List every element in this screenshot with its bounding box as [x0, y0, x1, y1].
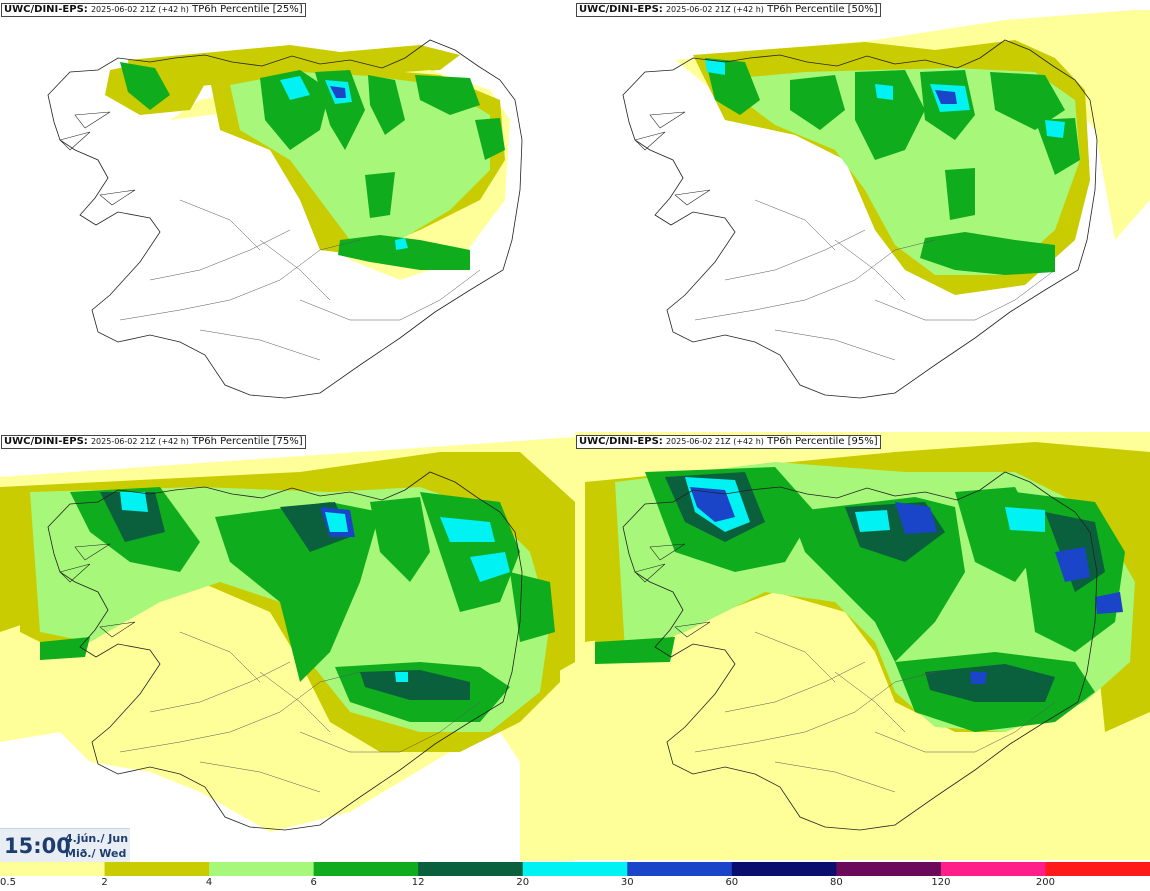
legend-colorbar [0, 862, 1150, 876]
precip-contour [440, 517, 495, 542]
panel-title: UWC/DINI-EPS: 2025-06-02 21Z (+42 h) TP6… [1, 435, 306, 449]
precip-map [575, 432, 1150, 860]
legend-label: 0.5 [0, 877, 16, 888]
precip-contour [945, 168, 975, 220]
precip-contour [705, 60, 725, 75]
precip-contour [40, 637, 90, 660]
valid-date: 4.jún./ Jun [65, 832, 129, 845]
panel-title: UWC/DINI-EPS: 2025-06-02 21Z (+42 h) TP6… [576, 435, 881, 449]
precip-contour [1005, 507, 1045, 532]
legend-label: 12 [411, 877, 425, 888]
precip-contour [370, 497, 430, 582]
precip-contour [120, 492, 148, 512]
legend-swatch [1045, 862, 1150, 876]
legend-label: 4 [205, 877, 213, 888]
precip-contour [1055, 547, 1090, 582]
legend-swatch [627, 862, 733, 876]
legend-swatch [209, 862, 315, 876]
legend-label: 120 [931, 877, 951, 888]
legend-swatch [836, 862, 942, 876]
precip-field [105, 45, 510, 280]
precip-contour [1035, 118, 1080, 175]
precip-contour [415, 75, 480, 115]
precip-contour [395, 672, 408, 682]
valid-time: 15:00 [4, 834, 71, 858]
precip-contour [690, 487, 735, 522]
roads [119, 199, 481, 361]
legend-swatch [522, 862, 628, 876]
coastline [622, 471, 1098, 831]
precip-contour [935, 90, 957, 104]
precip-contour [215, 502, 380, 682]
precip-contour [280, 76, 310, 100]
precip-contour [875, 84, 893, 100]
coastline [47, 471, 523, 831]
precip-contour [470, 552, 510, 582]
precip-contour [315, 70, 365, 150]
precip-contour [790, 75, 845, 130]
precip-contour [855, 70, 925, 160]
precip-field [0, 437, 575, 864]
valid-weekday: Mið./ Wed [65, 847, 127, 860]
legend-swatch [731, 862, 837, 876]
precip-field [675, 10, 1150, 295]
legend-label: 20 [516, 877, 530, 888]
precip-contour [395, 238, 408, 250]
panel-title: UWC/DINI-EPS: 2025-06-02 21Z (+42 h) TP6… [1, 3, 306, 17]
coastline [622, 39, 1098, 399]
precip-contour [475, 118, 505, 160]
precip-contour [338, 235, 470, 270]
color-legend: 0.5 2 4 6 12 20 30 60 80 120 200 [0, 861, 1150, 891]
coastline [59, 111, 136, 206]
legend-swatch [418, 862, 524, 876]
map-panel-p75: UWC/DINI-EPS: 2025-06-02 21Z (+42 h) TP6… [0, 432, 575, 864]
precip-contour [120, 62, 170, 110]
map-panel-p25: UWC/DINI-EPS: 2025-06-02 21Z (+42 h) TP6… [0, 0, 575, 432]
legend-swatch [104, 862, 210, 876]
precip-contour [100, 492, 165, 542]
precip-contour [1095, 592, 1123, 614]
precip-map [47, 39, 523, 399]
legend-label: 6 [310, 877, 317, 888]
roads [694, 199, 1056, 361]
coastline [634, 543, 711, 638]
roads [119, 631, 481, 793]
precip-contour [970, 672, 987, 684]
legend-swatch [0, 862, 106, 876]
precip-contour [325, 512, 348, 532]
legend-label: 60 [725, 877, 739, 888]
panel-title: UWC/DINI-EPS: 2025-06-02 21Z (+42 h) TP6… [576, 3, 881, 17]
precip-map [0, 437, 575, 864]
precip-map [622, 10, 1150, 399]
map-panel-p95: UWC/DINI-EPS: 2025-06-02 21Z (+42 h) TP6… [575, 432, 1150, 860]
precip-contour [895, 502, 937, 534]
coastline [634, 111, 711, 206]
legend-swatch [940, 862, 1046, 876]
legend-label: 200 [1035, 877, 1055, 888]
legend-swatch [313, 862, 419, 876]
roads [694, 631, 1056, 793]
legend-label: 2 [101, 877, 108, 888]
precip-contour [330, 86, 346, 98]
coastline [47, 39, 523, 399]
precip-field [575, 432, 1150, 860]
legend-label: 80 [829, 877, 843, 888]
precip-contour [260, 70, 330, 150]
precip-contour [128, 45, 460, 88]
precip-contour [360, 670, 470, 700]
map-panel-p50: UWC/DINI-EPS: 2025-06-02 21Z (+42 h) TP6… [575, 0, 1150, 432]
precip-contour [925, 664, 1055, 702]
precip-contour [990, 72, 1065, 130]
coastline [59, 543, 136, 638]
valid-time-box: 15:00 4.jún./ Jun Mið./ Wed [0, 828, 130, 862]
precip-contour [365, 172, 395, 218]
precip-contour [855, 510, 890, 532]
precip-contour [368, 75, 405, 135]
legend-label: 30 [620, 877, 634, 888]
precip-contour [595, 637, 675, 664]
precip-contour [920, 232, 1055, 275]
precip-contour [1045, 120, 1065, 138]
